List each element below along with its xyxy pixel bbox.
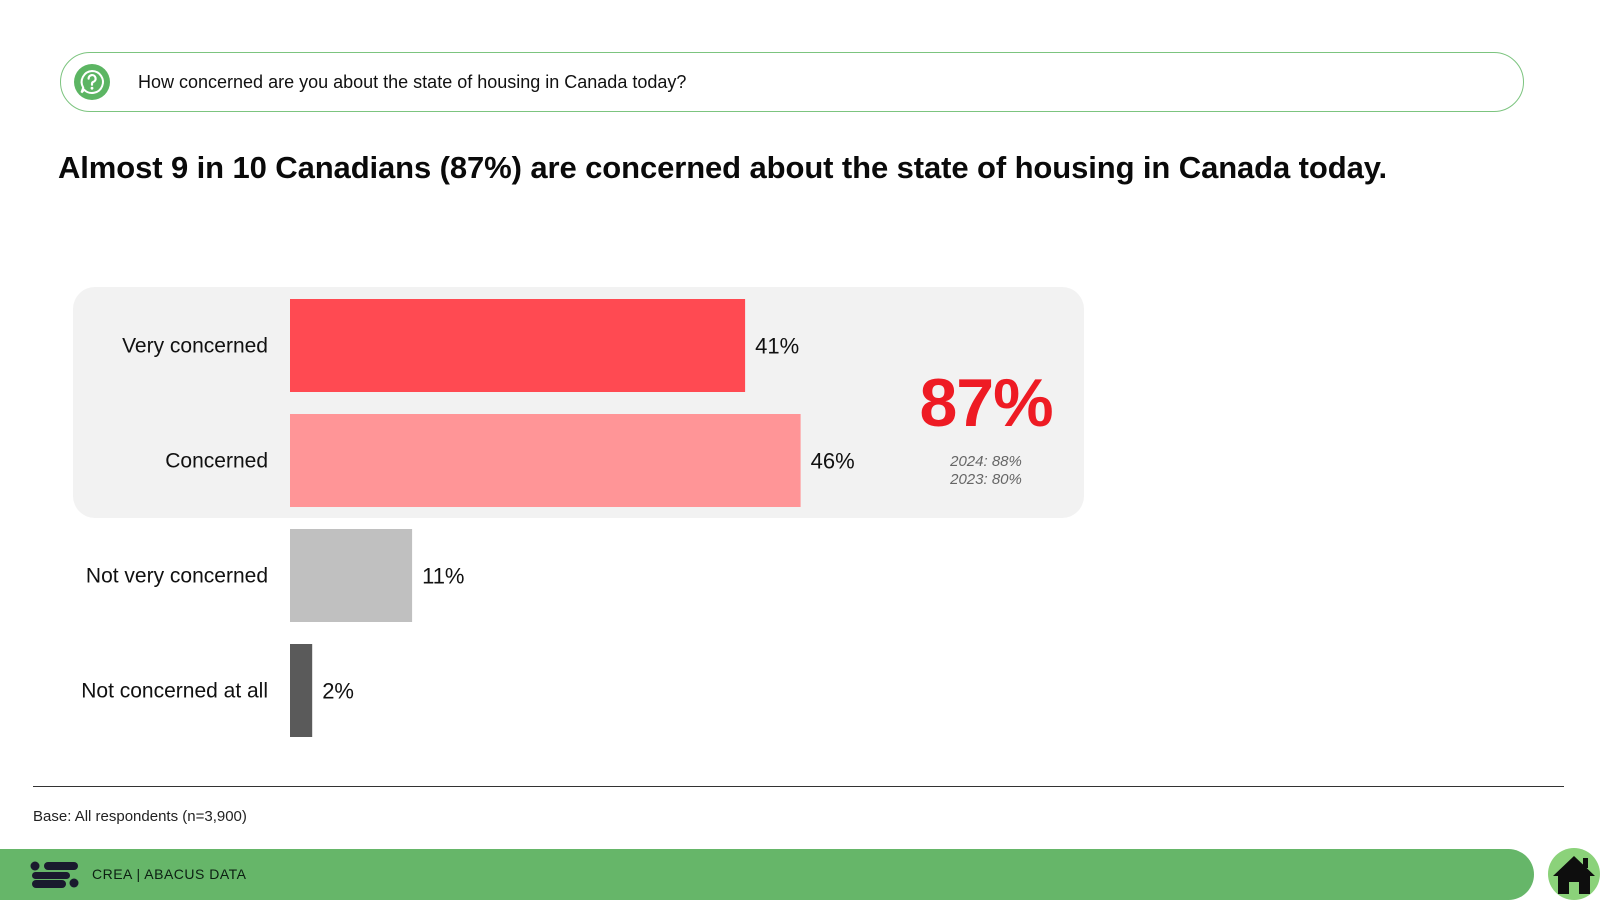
prior-years-note: 2024: 88% 2023: 80% (900, 453, 1072, 489)
bar (290, 644, 313, 737)
value-label: 2% (322, 679, 354, 704)
home-button[interactable] (1548, 848, 1600, 900)
value-label: 41% (755, 334, 799, 359)
category-label: Very concerned (122, 335, 268, 358)
question-text: How concerned are you about the state of… (138, 72, 687, 92)
category-label: Concerned (165, 450, 268, 473)
brand-logo-icon (30, 861, 79, 888)
bar (290, 414, 801, 507)
prior-year-2024: 2024: 88% (950, 453, 1022, 470)
question-bubble-icon (74, 64, 110, 100)
net-total-value: 87% (919, 365, 1053, 441)
home-icon (1553, 856, 1595, 894)
category-label: Not concerned at all (81, 680, 268, 703)
category-label: Not very concerned (86, 565, 268, 588)
value-label: 11% (422, 564, 464, 589)
footer-bar: CREA | ABACUS DATA (0, 849, 1534, 900)
headline: Almost 9 in 10 Canadians (87%) are conce… (58, 150, 1388, 185)
bar (290, 529, 413, 622)
value-label: 46% (811, 449, 855, 474)
question-box: How concerned are you about the state of… (60, 52, 1524, 112)
base-note: Base: All respondents (n=3,900) (33, 808, 247, 825)
footer-brand: CREA | ABACUS DATA (92, 866, 247, 882)
bar (290, 299, 746, 392)
footer-divider (33, 786, 1564, 787)
prior-year-2023: 2023: 80% (950, 471, 1022, 488)
